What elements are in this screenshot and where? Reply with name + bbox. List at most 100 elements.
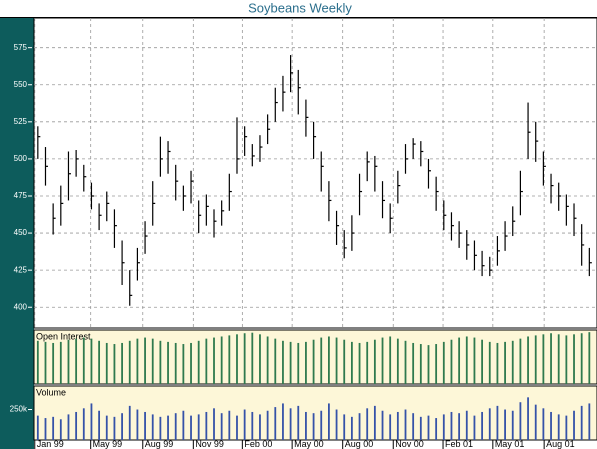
bar [542, 408, 545, 440]
bar [573, 334, 575, 384]
bar [36, 415, 39, 440]
y-tick-label: 575 [14, 43, 28, 52]
bar [343, 414, 346, 440]
bar [52, 416, 55, 440]
y-tick-label: 525 [14, 117, 28, 126]
bar [82, 337, 85, 384]
bar [44, 418, 47, 440]
bar [289, 341, 292, 384]
bar [144, 337, 146, 384]
bar [305, 341, 307, 384]
x-tick-label: May 00 [294, 439, 324, 449]
bar [534, 335, 537, 384]
bar [182, 344, 185, 384]
bar [144, 411, 146, 440]
bar [36, 340, 39, 384]
pane-background [33, 385, 597, 441]
x-tick-label: Aug 00 [345, 439, 374, 449]
bar [588, 403, 591, 440]
bar [305, 411, 307, 440]
bar [328, 403, 330, 440]
chart-title: Soybeans Weekly [248, 0, 352, 15]
bar [205, 338, 208, 384]
y-tick-label: 500 [14, 154, 28, 163]
bar [197, 340, 200, 384]
bar [565, 415, 568, 440]
bar [328, 336, 330, 384]
bar [557, 414, 560, 440]
bar [59, 419, 62, 440]
bar [128, 340, 131, 384]
y-tick-label: 475 [14, 191, 28, 200]
bar [197, 414, 200, 440]
bar [243, 333, 246, 384]
bar [435, 344, 438, 384]
bar [190, 415, 192, 440]
bar [113, 416, 116, 440]
bar [389, 414, 392, 440]
bar [412, 342, 415, 384]
bar [259, 414, 261, 440]
bar [90, 403, 93, 440]
bar [282, 403, 284, 440]
bar [182, 410, 185, 440]
bar [335, 409, 338, 440]
bar [98, 410, 101, 440]
bar [274, 338, 277, 384]
bar [289, 408, 292, 440]
bar [343, 339, 346, 384]
pane-background [33, 17, 597, 329]
bar [213, 337, 215, 384]
bar [511, 410, 514, 440]
bar [534, 404, 537, 440]
bar [98, 340, 101, 384]
bar [174, 342, 177, 384]
bar [565, 335, 568, 384]
bar [465, 336, 468, 384]
bar [366, 341, 369, 384]
bar [297, 405, 300, 440]
bar [496, 342, 499, 384]
y-tick-label: 400 [14, 302, 28, 311]
bar [59, 341, 62, 384]
x-tick-label: May 01 [495, 439, 525, 449]
bar [504, 341, 506, 384]
bar [519, 402, 522, 440]
bar [350, 341, 353, 384]
pane-label: Open Interest [36, 331, 91, 341]
bar [90, 338, 93, 384]
bar [274, 407, 277, 440]
bar [550, 411, 552, 440]
bar [580, 405, 583, 440]
bar [450, 411, 453, 440]
bar [335, 337, 338, 384]
bar [159, 340, 162, 384]
bar [82, 408, 85, 440]
x-tick-label: Aug 99 [145, 439, 174, 449]
bar [151, 414, 154, 440]
bar [105, 342, 108, 384]
bar [442, 414, 445, 440]
bar [151, 338, 154, 384]
x-tick-label: May 99 [93, 439, 123, 449]
bar [458, 413, 461, 440]
bar [488, 408, 491, 440]
bar [381, 337, 384, 384]
bar [412, 413, 415, 440]
bar [504, 409, 506, 440]
bar [213, 408, 215, 440]
bar [75, 411, 78, 440]
bar [550, 333, 552, 384]
bar [496, 405, 499, 440]
bar [174, 413, 177, 440]
bar [396, 411, 399, 440]
bar [373, 339, 376, 384]
bar [312, 339, 315, 384]
x-tick-label: Nov 99 [195, 439, 224, 449]
bar [435, 418, 438, 440]
bar [67, 414, 70, 440]
bar [542, 334, 545, 384]
bar [481, 411, 484, 440]
y-tick-label: 425 [14, 265, 28, 274]
